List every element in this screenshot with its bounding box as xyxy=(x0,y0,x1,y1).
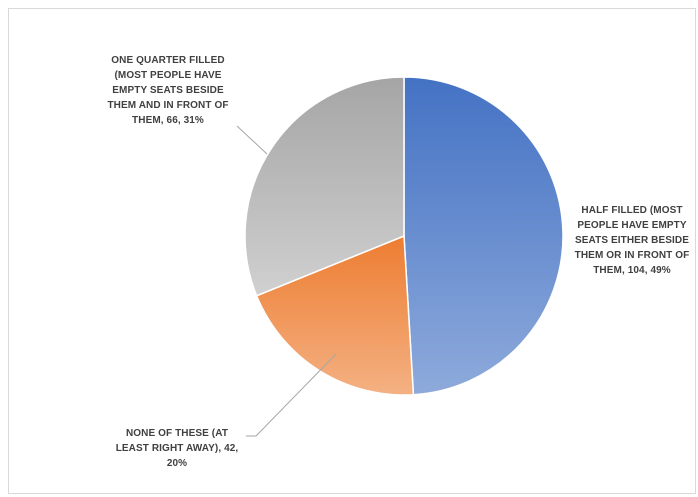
pie-slice-none-of-these xyxy=(255,234,415,396)
pie-slice-half-filled xyxy=(403,76,564,396)
leader-line-one-quarter-filled xyxy=(236,125,268,155)
leader-lines xyxy=(236,125,337,437)
pie-slices xyxy=(244,76,564,396)
leader-line-none-of-these xyxy=(246,353,337,437)
data-label-none-of-these: NONE OF THESE (AT LEAST RIGHT AWAY), 42,… xyxy=(115,428,239,469)
pie-slice-one-quarter-filled xyxy=(244,76,405,297)
pie-chart xyxy=(236,76,564,437)
data-label-half-filled: HALF FILLED (MOST PEOPLE HAVE EMPTY SEAT… xyxy=(574,205,690,276)
data-label-one-quarter-filled: ONE QUARTER FILLED (MOST PEOPLE HAVE EMP… xyxy=(107,55,229,126)
chart-area: HALF FILLED (MOST PEOPLE HAVE EMPTY SEAT… xyxy=(8,8,696,494)
